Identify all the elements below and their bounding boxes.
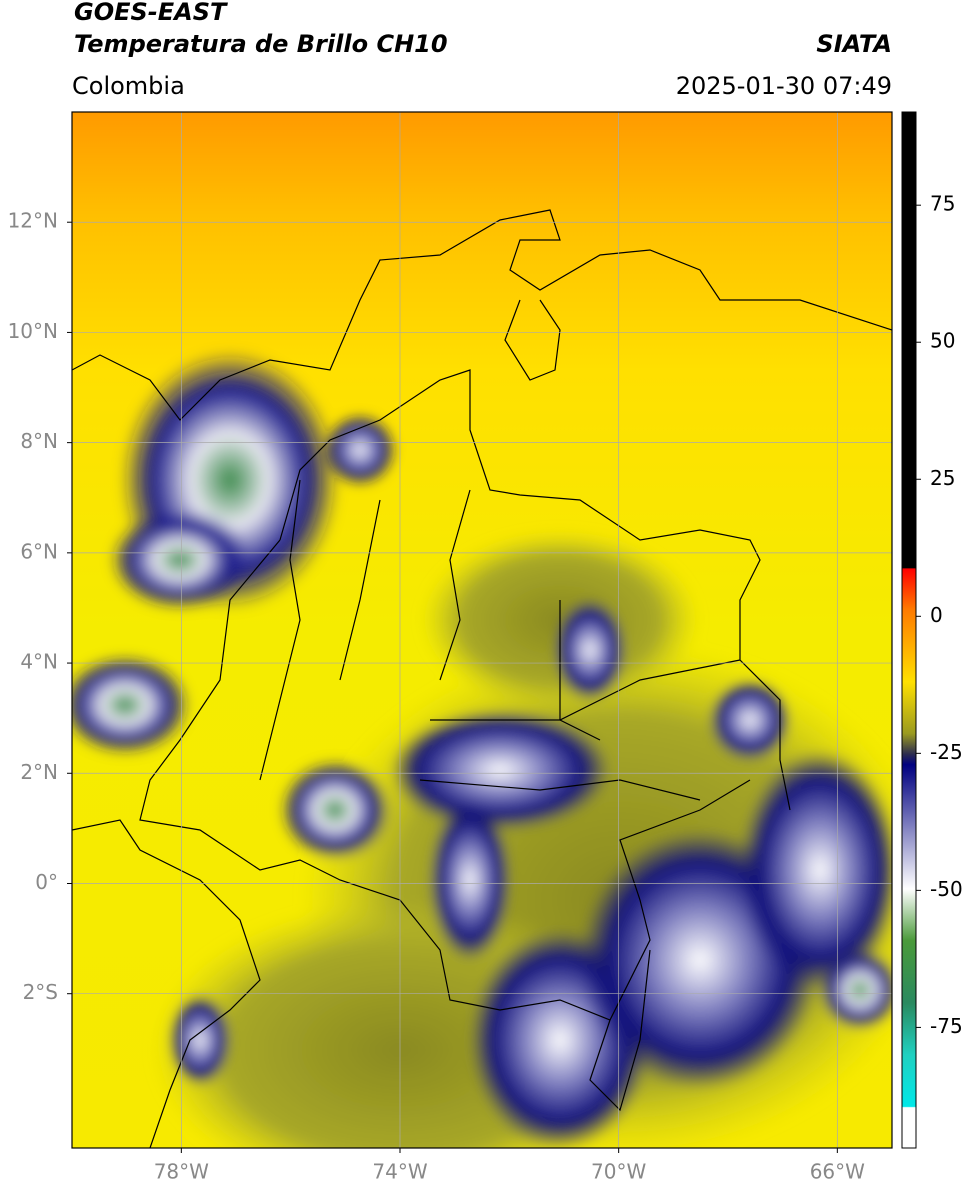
title: GOES-EAST bbox=[74, 0, 228, 26]
borders bbox=[72, 209, 892, 1148]
lon-tick-label: 78°W bbox=[154, 1160, 209, 1184]
lat-tick-label: 10°N bbox=[8, 319, 58, 343]
colorbar-tick-label: 25 bbox=[930, 466, 955, 490]
lat-tick-label: 2°S bbox=[23, 980, 58, 1004]
lat-tick-label: 12°N bbox=[8, 209, 58, 233]
colorbar-tick-label: 0 bbox=[930, 603, 943, 627]
colorbar-tick-label: 75 bbox=[930, 192, 955, 216]
map-frame bbox=[71, 111, 893, 1149]
colorbar bbox=[901, 111, 917, 1149]
lat-tick-label: 0° bbox=[35, 870, 58, 894]
lon-tick-label: 70°W bbox=[591, 1160, 646, 1184]
lat-tick-label: 6°N bbox=[20, 539, 58, 563]
lat-tick-label: 2°N bbox=[20, 760, 58, 784]
colorbar-tick-label: 50 bbox=[930, 329, 955, 353]
region: Colombia bbox=[72, 72, 185, 100]
datetime: 2025-01-30 07:49 bbox=[676, 72, 892, 100]
colorbar-tick-label: -25 bbox=[930, 740, 963, 764]
lon-tick-label: 74°W bbox=[372, 1160, 427, 1184]
source: SIATA bbox=[816, 30, 892, 58]
lon-tick-label: 66°W bbox=[810, 1160, 865, 1184]
satellite-image bbox=[72, 112, 892, 1148]
lat-tick-label: 8°N bbox=[20, 429, 58, 453]
colorbar-tick-label: -50 bbox=[930, 877, 963, 901]
colorbar-tick-label: -75 bbox=[930, 1014, 963, 1038]
graticule bbox=[72, 112, 892, 1148]
subtitle: Temperatura de Brillo CH10 bbox=[74, 30, 448, 58]
lat-tick-label: 4°N bbox=[20, 650, 58, 674]
